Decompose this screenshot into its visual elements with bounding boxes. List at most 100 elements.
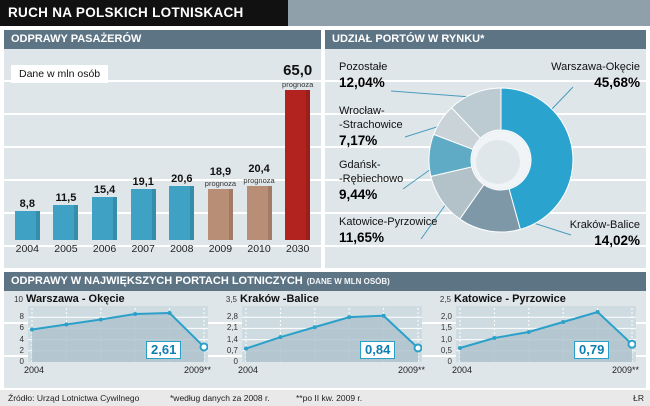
y-tick-label: 2,1: [226, 323, 238, 333]
chart-title-row: 2,5 Katowice - Pyrzowice: [432, 293, 566, 305]
y-tick-label: 1,0: [440, 334, 452, 344]
trend-line: [245, 314, 419, 350]
bar: [169, 186, 195, 240]
bar-column-2008: 20,6 2008: [163, 173, 202, 256]
pie-label-katowice-pyrzowice: Katowice-Pyrzowice 11,65%: [339, 216, 437, 247]
chart-title: Warszawa - Okęcie: [26, 293, 125, 305]
y-tick-label: 0,5: [440, 345, 452, 355]
pie-label-pozostale: Pozostałe 12,04%: [339, 61, 387, 92]
pie-label-value: 9,44%: [339, 186, 378, 202]
y-tick-label: 0,7: [226, 345, 238, 355]
x-axis-end-label: 2009**: [612, 365, 640, 375]
top-bar: RUCH NA POLSKICH LOTNISKACH: [0, 0, 650, 26]
panel-title-passengers: ODPRAWY PASAŻERÓW: [4, 30, 321, 49]
pie-label-name: Warszawa-Okęcie: [551, 61, 640, 73]
y-tick-label: 2: [19, 345, 24, 355]
bar-column-2006: 15,4 2006: [85, 184, 124, 256]
footnote-2: **po II kw. 2009 r.: [296, 393, 363, 403]
area-chart-katowice-pyrzowice: 2,5 Katowice - Pyrzowice 2,0 1,5 1,0 0,5 0 2…: [432, 291, 646, 388]
pie-label-value: 11,65%: [339, 229, 385, 245]
bar-chart-body: Dane w mln osób 8,8 2004 11,5 2005 15,4 2006 1…: [4, 49, 321, 268]
panel-title-text: ODPRAWY W NAJWIĘKSZYCH PORTACH LOTNICZYC…: [11, 275, 303, 287]
panel-title-market-share: UDZIAŁ PORTÓW W RYNKU*: [325, 30, 646, 49]
data-point-marker: [312, 325, 317, 330]
bar-year-label: 2004: [15, 243, 39, 255]
bar-column-2009: 18,9 prognoza 2009: [201, 166, 240, 256]
y-tick-label: 1,4: [226, 334, 238, 344]
y-axis-max-label: 2,5: [439, 295, 451, 304]
pie-label-name: Pozostałe: [339, 61, 388, 73]
donut-hole-inner: [476, 140, 520, 184]
bar-value-label: 20,4: [248, 163, 270, 175]
panel-passenger-checkins: ODPRAWY PASAŻERÓW Dane w mln osób 8,8 200…: [4, 30, 321, 268]
bar-year-label: 2007: [131, 243, 155, 255]
data-point-marker: [64, 322, 69, 327]
x-axis-end-label: 2009**: [398, 365, 426, 375]
bar-value-label: 19,1: [132, 176, 154, 188]
y-axis-max-label: 3,5: [225, 295, 237, 304]
pie-label-name2: -Strachowice: [339, 118, 403, 131]
area-chart-krakow-balice: 3,5 Kraków -Balice 2,8 2,1 1,4 0,7 0 2004 20…: [218, 291, 432, 388]
bar-value-label: 11,5: [55, 192, 77, 204]
chart-title-row: 10 Warszawa - Okęcie: [4, 293, 125, 305]
bar: [14, 211, 40, 240]
pie-label-name: Wrocław-: [339, 105, 385, 117]
end-point-marker: [627, 339, 636, 349]
unit-note: Dane w mln osób: [11, 65, 109, 83]
pie-label-value: 14,02%: [594, 232, 640, 248]
pie-label-warszawa-okecie: Warszawa-Okęcie 45,68%: [551, 61, 640, 92]
pie-chart-body: Pozostałe 12,04% Warszawa-Okęcie 45,68% …: [325, 49, 646, 268]
pie-leader-line: [402, 168, 432, 190]
donut-chart: [390, 86, 574, 240]
pie-label-name: Gdańsk-: [339, 159, 381, 171]
bar-value-label: 20,6: [171, 173, 193, 185]
bar-year-label: 2010: [247, 243, 271, 255]
page-title: RUCH NA POLSKICH LOTNISKACH: [0, 0, 288, 26]
bar-year-label: 2005: [54, 243, 78, 255]
y-axis-max-label: 10: [14, 295, 23, 304]
current-value-badge: 0,84: [360, 341, 396, 359]
x-axis-end-label: 2009**: [184, 365, 212, 375]
y-tick-label: 2,8: [226, 312, 238, 322]
footer: Źródło: Urząd Lotnictwa Cywilnego *wedłu…: [0, 390, 650, 406]
data-point-marker: [167, 311, 172, 315]
data-point-marker: [244, 346, 248, 351]
bar-year-label: 2030: [286, 243, 310, 255]
bar-year-label: 2009: [208, 243, 233, 255]
bar-column-2030: 65,0 prognoza 2030: [278, 62, 317, 256]
bar-value-label: 65,0: [283, 62, 313, 79]
pie-label-value: 45,68%: [594, 74, 640, 90]
pie-label-name2: -Rębiechowo: [339, 172, 404, 185]
panel-title-largest-airports: ODPRAWY W NAJWIĘKSZYCH PORTACH LOTNICZYC…: [4, 272, 646, 291]
bar-column-2005: 11,5 2005: [47, 192, 86, 256]
bar-value-label: 8,8: [19, 198, 35, 210]
trend-line: [31, 311, 205, 348]
end-point-marker: [199, 342, 208, 352]
x-axis-start-label: 2004: [24, 365, 45, 375]
pie-slice-5: [450, 87, 502, 139]
data-point-marker: [133, 312, 138, 316]
bar-value-label: 15,4: [93, 184, 116, 196]
bar: [285, 90, 311, 240]
y-tick-label: 2,0: [440, 312, 452, 322]
pie-label-name: Katowice-Pyrzowice: [339, 216, 438, 228]
footnote-1: *według danych za 2008 r.: [170, 393, 270, 403]
current-value-badge: 2,61: [146, 341, 182, 359]
chart-title-row: 3,5 Kraków -Balice: [218, 293, 319, 305]
bar: [207, 189, 233, 240]
pie-label-gdansk-rebiechowo: Gdańsk- -Rębiechowo 9,44%: [339, 159, 403, 203]
source-note: Źródło: Urząd Lotnictwa Cywilnego: [8, 393, 140, 403]
chart-title: Kraków -Balice: [240, 293, 319, 305]
trend-line: [459, 310, 633, 349]
panel-market-share: UDZIAŁ PORTÓW W RYNKU* Pozostałe 12,04% …: [325, 30, 646, 268]
pie-label-krakow-balice: Kraków-Balice 14,02%: [570, 219, 640, 250]
pie-leader-line: [551, 86, 574, 110]
bar: [53, 205, 79, 240]
data-point-marker: [492, 336, 497, 340]
forecast-label: prognoza: [282, 80, 314, 89]
panel-title-suffix: (DANE W MLN OSÓB): [306, 277, 390, 286]
pie-label-value: 7,17%: [339, 132, 378, 148]
